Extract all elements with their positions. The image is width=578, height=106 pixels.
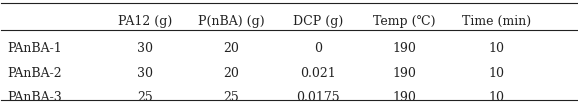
Text: 190: 190 — [392, 91, 416, 104]
Text: 25: 25 — [138, 91, 153, 104]
Text: Time (min): Time (min) — [461, 15, 531, 28]
Text: 10: 10 — [488, 67, 504, 80]
Text: 25: 25 — [224, 91, 239, 104]
Text: PAnBA-3: PAnBA-3 — [7, 91, 62, 104]
Text: P(nBA) (g): P(nBA) (g) — [198, 15, 265, 28]
Text: 20: 20 — [224, 42, 239, 55]
Text: Temp (℃): Temp (℃) — [373, 15, 435, 28]
Text: PA12 (g): PA12 (g) — [118, 15, 172, 28]
Text: 20: 20 — [224, 67, 239, 80]
Text: 0.021: 0.021 — [300, 67, 336, 80]
Text: 30: 30 — [137, 67, 153, 80]
Text: 30: 30 — [137, 42, 153, 55]
Text: 0.0175: 0.0175 — [296, 91, 339, 104]
Text: PAnBA-1: PAnBA-1 — [7, 42, 62, 55]
Text: DCP (g): DCP (g) — [292, 15, 343, 28]
Text: 10: 10 — [488, 91, 504, 104]
Text: PAnBA-2: PAnBA-2 — [7, 67, 62, 80]
Text: 190: 190 — [392, 42, 416, 55]
Text: 190: 190 — [392, 67, 416, 80]
Text: 0: 0 — [314, 42, 322, 55]
Text: 10: 10 — [488, 42, 504, 55]
